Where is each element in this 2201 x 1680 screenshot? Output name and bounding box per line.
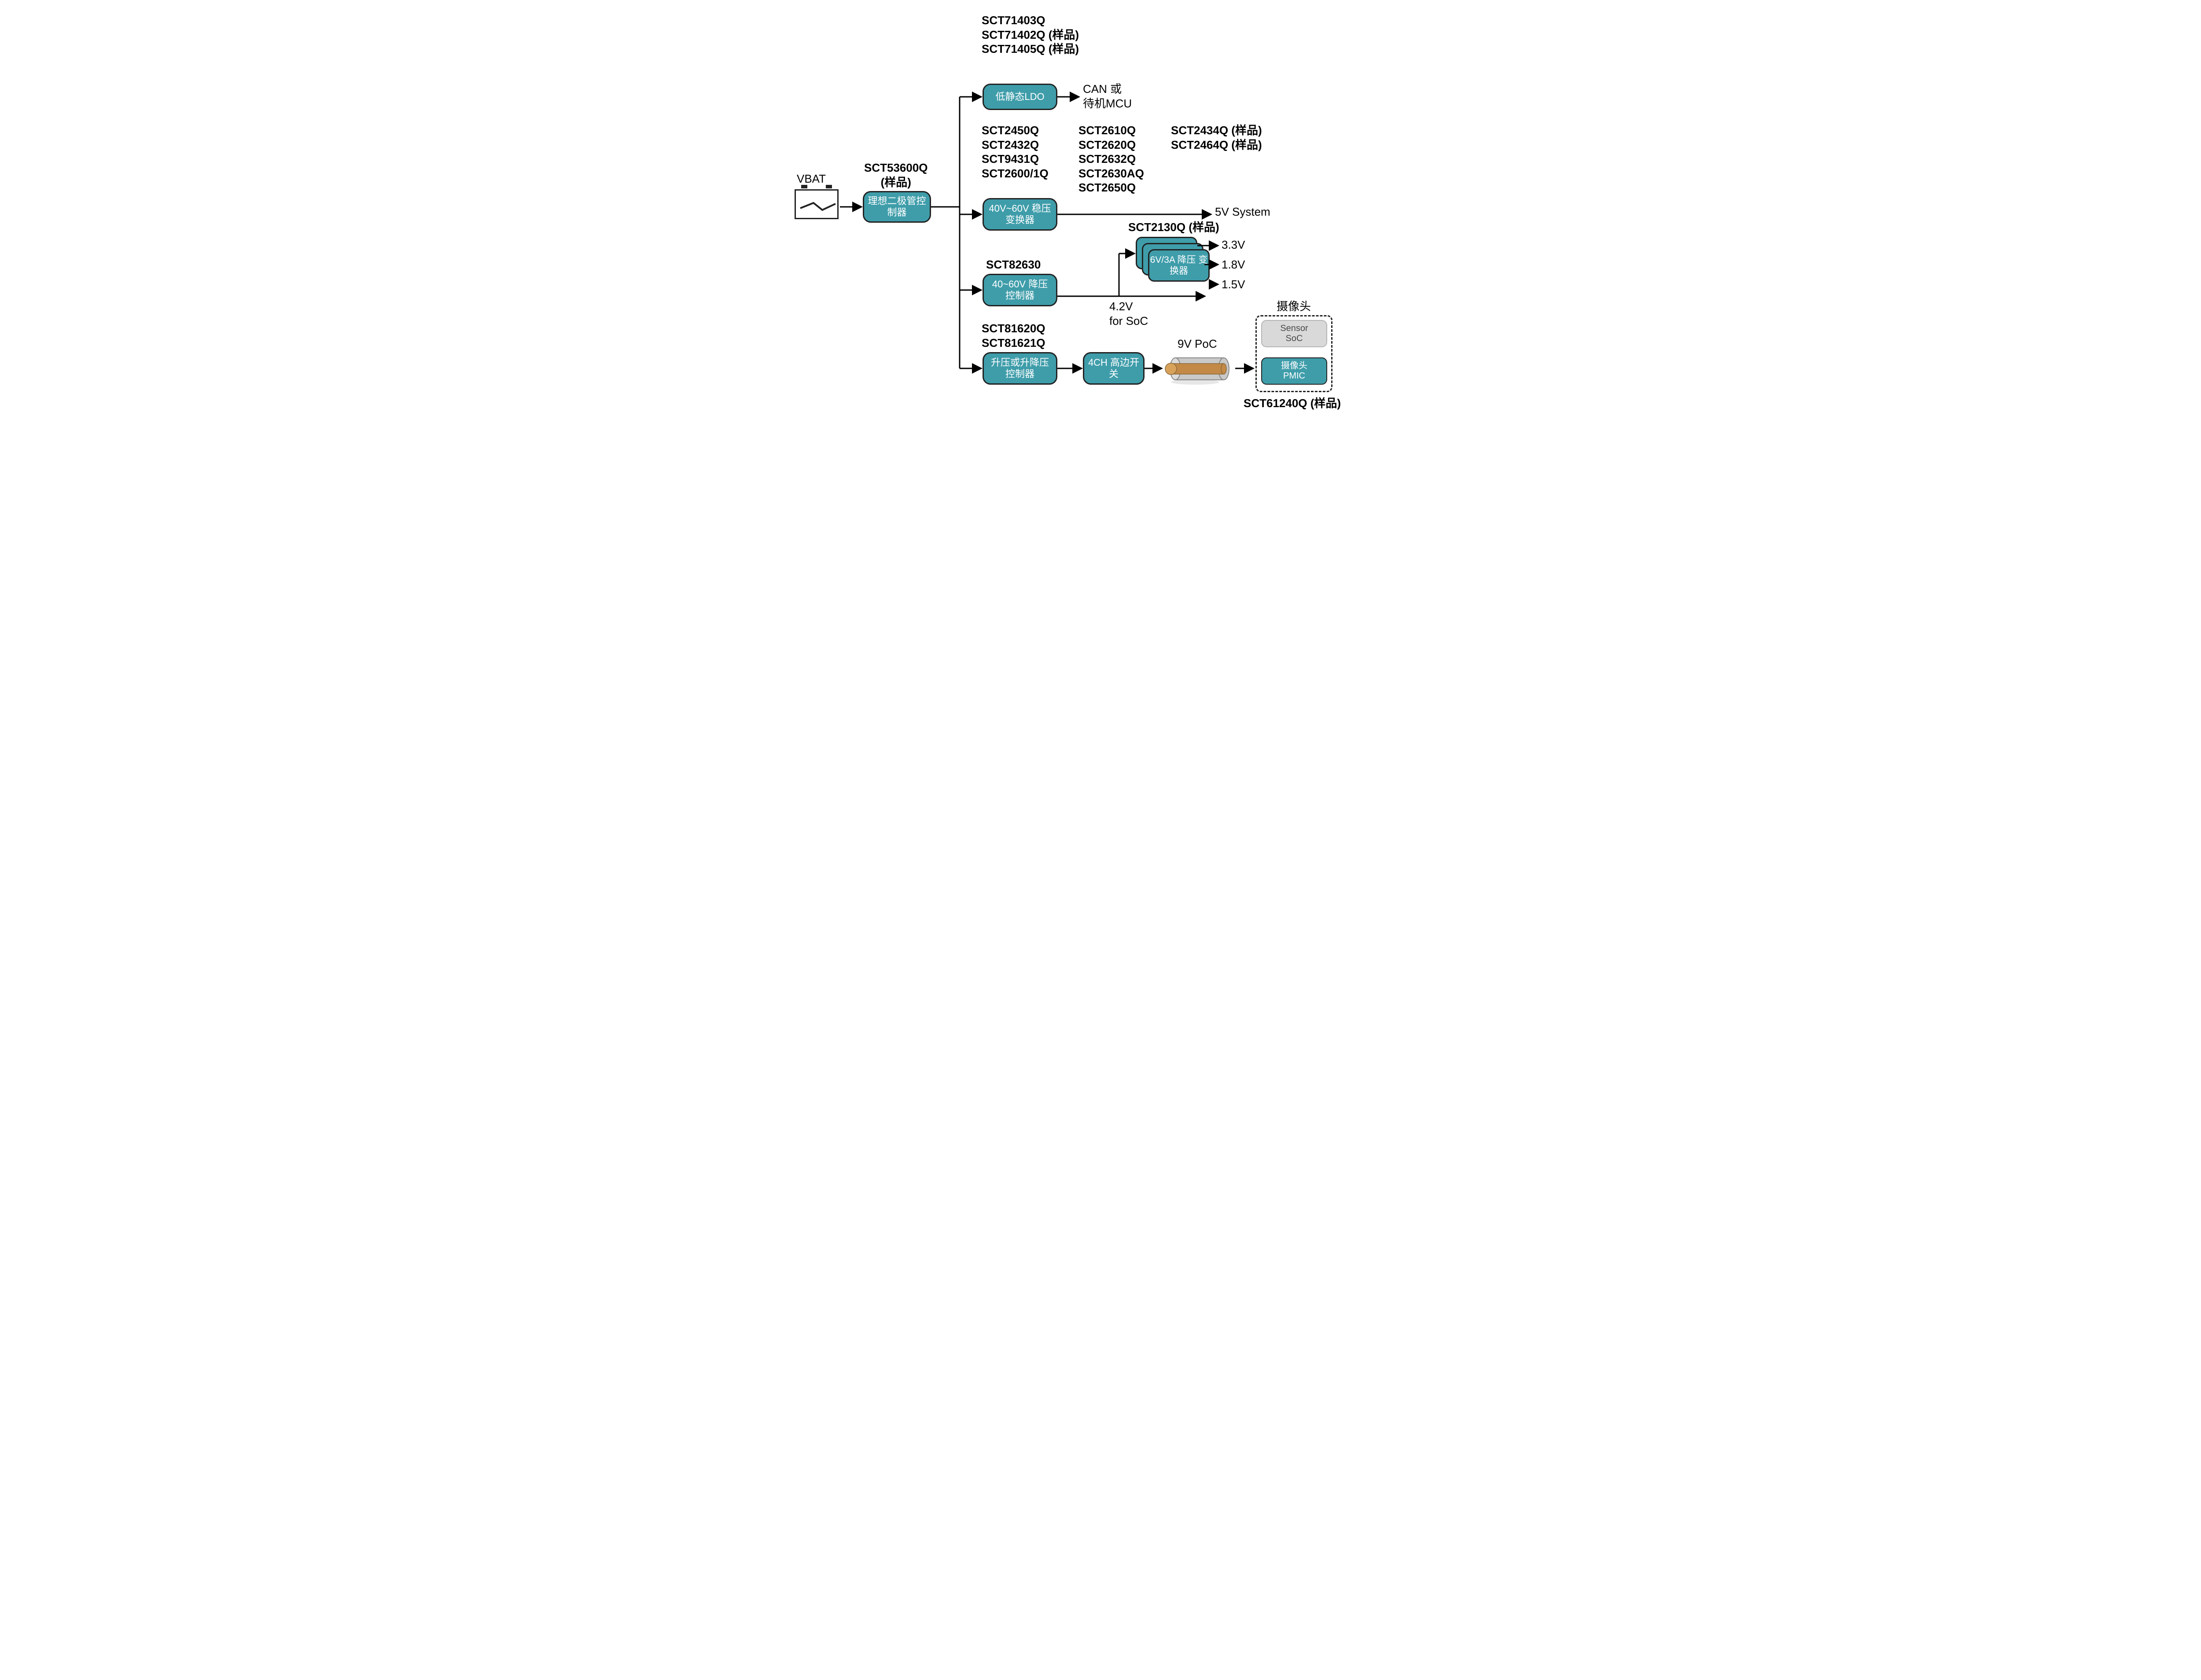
buckctrl-output-label: 4.2V for SoC (1109, 299, 1148, 328)
diode-block: 理想二极管控 制器 (863, 191, 931, 223)
ldo-parts-label: SCT71403Q SCT71402Q (样品) SCT71405Q (样品) (982, 13, 1079, 56)
poc-label: 9V PoC (1178, 337, 1217, 351)
stack-card-front: 6V/3A 降压 变换器 (1148, 249, 1210, 282)
diode-block-text: 理想二极管控 制器 (868, 195, 926, 219)
buckctrl-block-text: 40~60V 降压控制器 (987, 279, 1053, 302)
buck-parts-col1: SCT2450Q SCT2432Q SCT9431Q SCT2600/1Q (982, 123, 1049, 180)
ldo-block: 低静态LDO (983, 84, 1057, 110)
voltage-18: 1.8V (1222, 257, 1245, 272)
buck-block: 40V~60V 稳压变换器 (983, 198, 1057, 231)
battery-terminal (826, 185, 832, 188)
battery-icon (795, 189, 839, 219)
diode-part-label: SCT53600Q (样品) (864, 161, 928, 189)
buck-parts-col3: SCT2434Q (样品) SCT2464Q (样品) (1171, 123, 1262, 152)
vbat-label: VBAT (797, 172, 826, 186)
battery-terminal (801, 185, 807, 188)
voltage-33: 3.3V (1222, 238, 1245, 252)
switch-block: 4CH 高边开关 (1083, 352, 1145, 385)
buck-output-label: 5V System (1215, 205, 1270, 219)
buck-block-text: 40V~60V 稳压变换器 (987, 203, 1053, 226)
camera-title: 摄像头 (1277, 299, 1311, 314)
buckctrl-block: 40~60V 降压控制器 (983, 274, 1057, 306)
voltage-15: 1.5V (1222, 277, 1245, 292)
boost-block: 升压或升降压 控制器 (983, 352, 1057, 385)
ldo-output-label: CAN 或 待机MCU (1083, 82, 1132, 110)
camera-part-label: SCT61240Q (样品) (1244, 396, 1341, 411)
switch-block-text: 4CH 高边开关 (1088, 357, 1140, 380)
stack-parts-label: SCT2130Q (样品) (1128, 220, 1219, 235)
boost-block-text: 升压或升降压 控制器 (987, 357, 1053, 380)
buckctrl-parts-label: SCT82630 (986, 257, 1041, 272)
cable-icon (1162, 351, 1237, 386)
camera-pmic: 摄像头 PMIC (1261, 357, 1327, 385)
stack-block-text: 6V/3A 降压 变换器 (1149, 254, 1208, 276)
boost-parts-label: SCT81620Q SCT81621Q (982, 321, 1045, 350)
diagram-stage: VBAT SCT53600Q (样品) 理想二极管控 制器 SCT71403Q … (784, 0, 1417, 423)
buck-parts-col2: SCT2610Q SCT2620Q SCT2632Q SCT2630AQ SCT… (1078, 123, 1144, 195)
camera-sensor: Sensor SoC (1261, 320, 1327, 347)
ldo-block-text: 低静态LDO (995, 91, 1044, 103)
